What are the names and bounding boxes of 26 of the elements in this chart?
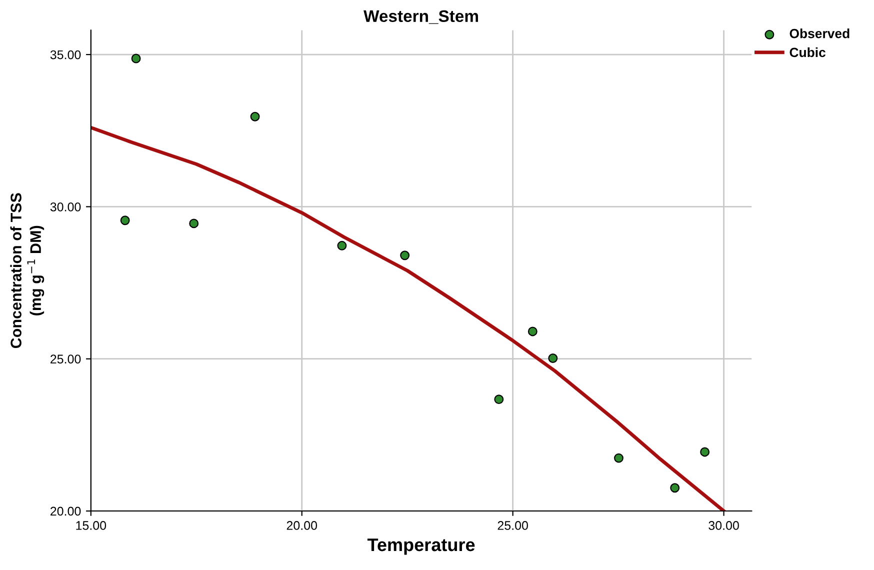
point bbox=[189, 218, 199, 228]
legend-label: Cubic bbox=[790, 47, 826, 58]
point bbox=[700, 447, 710, 457]
point bbox=[250, 112, 260, 122]
point bbox=[131, 54, 141, 64]
x-tick-label: 20.00 bbox=[286, 521, 318, 530]
x-tick-label: 30.00 bbox=[708, 521, 739, 530]
x-tick-label: 25.00 bbox=[498, 521, 528, 530]
point bbox=[614, 453, 624, 463]
y-tick-label: 30.00 bbox=[50, 202, 81, 212]
chart-title: Western_Stem bbox=[364, 10, 478, 24]
x-tick-label: 15.00 bbox=[76, 521, 106, 530]
point bbox=[337, 240, 347, 250]
point bbox=[528, 326, 538, 336]
y-axis-title: Concentration of TSS (mg g$^{−1}$ DM) bbox=[10, 193, 44, 348]
point bbox=[120, 216, 130, 226]
legend-label: Observed bbox=[790, 28, 850, 38]
point bbox=[400, 250, 410, 260]
point bbox=[494, 394, 504, 404]
line-series bbox=[90, 126, 726, 512]
point bbox=[670, 483, 680, 493]
point bbox=[548, 354, 558, 363]
y-tick-label: 25.00 bbox=[50, 354, 81, 364]
y-tick-label: 35.00 bbox=[50, 50, 81, 60]
y-tick-label: 20.00 bbox=[50, 506, 81, 516]
x-axis-title: Temperature bbox=[367, 538, 475, 555]
